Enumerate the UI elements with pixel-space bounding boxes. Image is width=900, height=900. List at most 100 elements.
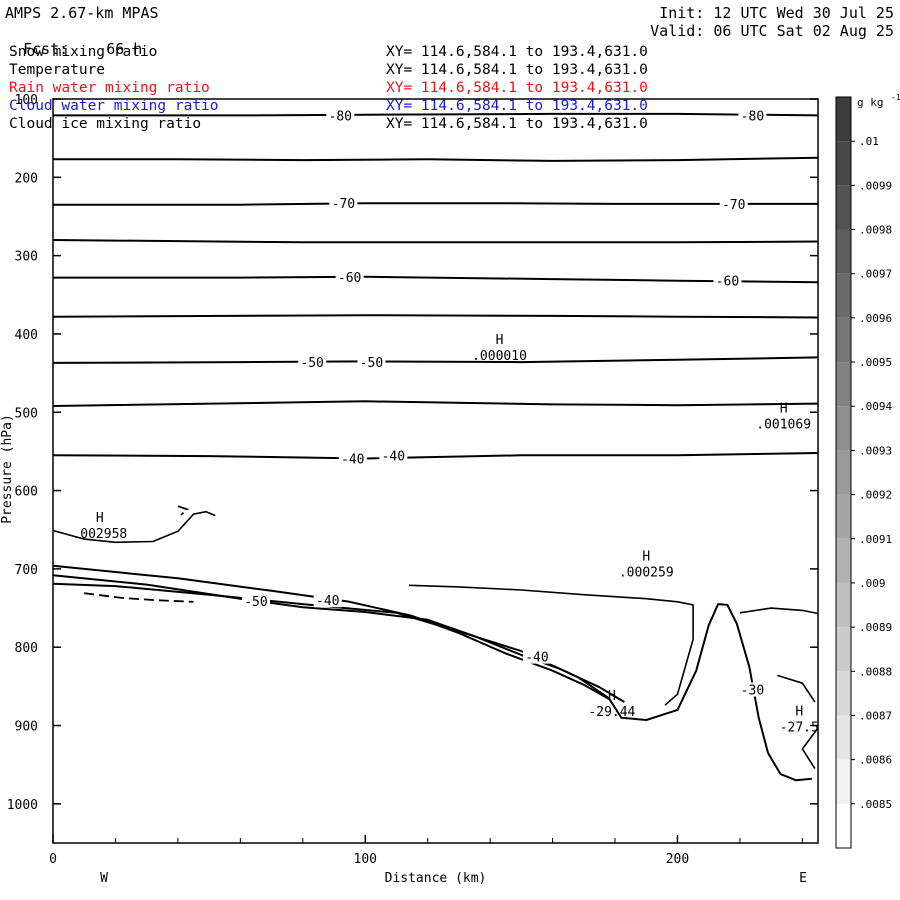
dashed-contour-0 [177, 505, 190, 516]
west-label: W [100, 871, 108, 886]
contour-label-12: -40 [525, 651, 548, 666]
isotherm-7 [52, 400, 819, 407]
colorbar-label-8: .0092 [859, 489, 892, 502]
contour-label-bg [329, 196, 358, 211]
high-marker-2: H [780, 401, 788, 416]
field-name-2: Rain water mixing ratio [9, 80, 210, 96]
colorbar-label-4: .0096 [859, 312, 892, 325]
y-tick-label: 800 [15, 641, 38, 656]
contour-label-0: -80 [329, 109, 352, 124]
colorbar: .01 .0099 .0098 .0097 .0096 .0095 .0094 .0093 .0… [835, 93, 900, 849]
contour-label-5: -60 [716, 275, 739, 290]
plot-frame [52, 98, 819, 844]
colorbar-label-12: .0088 [859, 665, 892, 678]
y-tick-label: 1000 [7, 798, 38, 813]
colorbar-swatch [836, 627, 851, 672]
contour-label-bg [326, 108, 355, 123]
y-tick-label: 200 [15, 171, 38, 186]
contour-label-6: -50 [300, 356, 323, 371]
valid-time: Valid: 06 UTC Sat 02 Aug 25 [650, 22, 894, 40]
contour-label-7: -50 [360, 356, 383, 371]
forecast-hour: Fcst: 66 h [5, 22, 142, 58]
high-marker-4: H [608, 689, 616, 704]
colorbar-swatch [836, 494, 851, 539]
mixing-ratio-contour-3 [777, 674, 816, 703]
mixing-ratio-contour-0 [52, 510, 216, 544]
field-name-1: Temperature [9, 62, 106, 78]
isotherm-0 [53, 112, 819, 117]
colorbar-label-13: .0087 [859, 709, 892, 722]
colorbar-swatch [836, 538, 851, 583]
isotherm-1 [53, 156, 819, 162]
colorbar-label-11: .0089 [859, 621, 892, 634]
colorbar-swatch [836, 450, 851, 495]
contour-label-9: -40 [382, 449, 405, 464]
x-tick-label: 200 [666, 852, 689, 867]
dashed-contour-1 [84, 592, 194, 603]
colorbar-swatch [836, 229, 851, 274]
high-value-2: .001069 [756, 417, 811, 432]
colorbar-swatch [836, 362, 851, 407]
colorbar-swatch [836, 582, 851, 628]
colorbar-label-6: .0094 [859, 400, 892, 413]
isotherm-11 [52, 582, 812, 782]
colorbar-unit: g kg [857, 96, 884, 109]
field-xy-3: XY= 114.6,584.1 to 193.4,631.0 [386, 98, 648, 114]
colorbar-label-5: .0095 [859, 356, 892, 369]
colorbar-label-14: .0086 [859, 754, 892, 767]
high-value-0: .002958 [72, 527, 127, 542]
mixing-ratio-contour-2 [739, 607, 819, 615]
isotherm-6 [52, 356, 819, 364]
field-xy-0: XY= 114.6,584.1 to 193.4,631.0 [386, 44, 648, 60]
contour-label-bg [298, 355, 327, 370]
field-xy-1: XY= 114.6,584.1 to 193.4,631.0 [386, 62, 648, 78]
high-marker-5: H [795, 704, 803, 719]
forecast-value: 66 h [106, 40, 143, 58]
mixing-ratio-contour-4 [801, 727, 819, 770]
contour-label-bg [738, 682, 767, 697]
colorbar-swatch [836, 185, 851, 230]
model-title: AMPS 2.67-km MPAS [5, 4, 159, 22]
colorbar-swatch [836, 803, 851, 848]
high-marker-3: H [642, 549, 650, 564]
contour-label-bg [522, 649, 551, 664]
colorbar-swatch [836, 715, 851, 760]
x-tick-label: 100 [354, 852, 377, 867]
contour-label-bg [719, 196, 748, 211]
y-tick-label: 600 [15, 485, 38, 500]
high-value-1: .000010 [472, 349, 527, 364]
forecast-label: Fcst: [23, 40, 69, 58]
contour-label-3: -70 [722, 198, 745, 213]
field-name-0: Snow mixing ratio [9, 44, 158, 60]
mixing-ratio-contour-1 [408, 584, 694, 706]
colorbar-label-1: .0099 [859, 179, 892, 192]
contour-label-13: -30 [741, 684, 764, 699]
contour-label-1: -80 [741, 109, 764, 124]
high-value-3: .000259 [619, 565, 674, 580]
colorbar-swatch [836, 273, 851, 318]
high-marker-0: H [96, 511, 104, 526]
isotherm-2 [53, 202, 818, 206]
colorbar-label-10: .009 [859, 577, 886, 590]
contour-label-bg [313, 593, 342, 608]
contour-label-bg [713, 273, 742, 288]
colorbar-swatch [836, 406, 851, 451]
y-axis-label: Pressure (hPa) [0, 414, 15, 524]
isotherm-10 [52, 564, 610, 700]
contour-label-bg [241, 594, 270, 609]
isotherm-3 [52, 239, 819, 244]
contour-label-bg [335, 269, 364, 284]
contour-label-8: -40 [341, 452, 364, 467]
contour-label-bg [738, 108, 767, 123]
colorbar-swatch [836, 317, 851, 363]
colorbar-swatch [836, 671, 851, 716]
isotherm-4 [53, 275, 819, 284]
field-xy-2: XY= 114.6,584.1 to 193.4,631.0 [386, 80, 648, 96]
colorbar-swatch [836, 141, 851, 186]
field-xy-4: XY= 114.6,584.1 to 193.4,631.0 [386, 116, 648, 132]
contour-label-bg [338, 451, 367, 466]
x-tick-label: 0 [49, 852, 57, 867]
high-value-4: -29.44 [588, 705, 635, 720]
contour-label-bg [357, 355, 386, 370]
